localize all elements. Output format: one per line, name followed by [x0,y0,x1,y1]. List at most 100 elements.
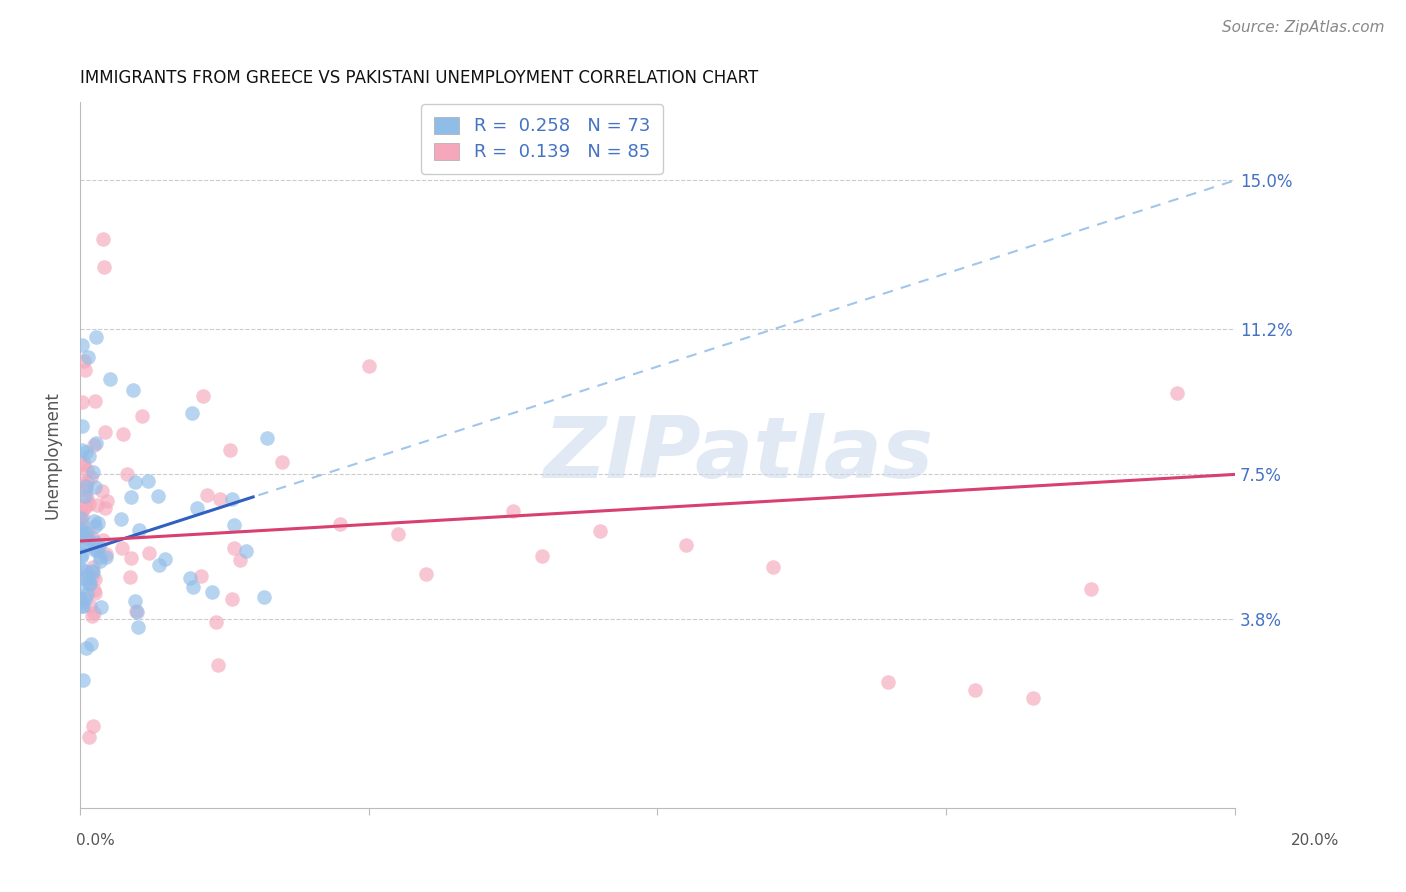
Point [209,492,232,507]
Point [86,542,108,557]
Point [73,457,96,471]
Point [75,641,97,656]
Point [82,719,104,733]
Point [138,474,160,488]
Point [82,466,104,480]
Point [89,554,111,568]
Point [70,592,93,607]
Point [72,673,94,687]
Point [76,526,98,541]
Point [70,419,93,434]
Point [1080,582,1102,596]
Point [530,549,553,564]
Point [387,526,409,541]
Point [80,564,103,578]
Point [79,730,101,744]
Point [75,499,97,513]
Point [357,359,380,373]
Point [76,586,98,600]
Point [73,490,96,504]
Text: ZIPatlas: ZIPatlas [543,413,934,496]
Point [75,445,97,459]
Point [84,542,107,557]
Point [96,494,118,508]
Point [235,544,257,558]
Point [219,442,242,457]
Point [128,523,150,537]
Point [207,657,229,672]
Point [72,599,94,613]
Point [72,442,94,457]
Point [73,571,96,585]
Point [120,550,142,565]
Point [186,501,208,516]
Point [70,599,93,613]
Point [204,615,226,629]
Point [70,550,93,565]
Point [75,567,97,582]
Point [80,637,103,651]
Point [83,394,105,409]
Point [70,505,93,519]
Text: IMMIGRANTS FROM GREECE VS PAKISTANI UNEMPLOYMENT CORRELATION CHART: IMMIGRANTS FROM GREECE VS PAKISTANI UNEM… [80,69,758,87]
Y-axis label: Unemployment: Unemployment [44,391,60,519]
Point [146,489,169,503]
Point [72,338,94,352]
Point [77,571,100,585]
Point [120,490,142,504]
Point [75,479,97,493]
Text: 0.0%: 0.0% [76,833,115,847]
Point [127,620,149,634]
Point [415,566,437,581]
Point [94,550,117,565]
Point [83,606,105,620]
Point [75,363,97,377]
Point [762,560,785,574]
Point [75,526,97,541]
Point [82,609,104,624]
Point [69,561,91,575]
Point [83,534,105,549]
Point [70,395,93,409]
Point [70,521,93,535]
Point [1166,386,1188,401]
Point [69,511,91,525]
Point [98,372,121,386]
Point [84,519,107,533]
Point [76,491,98,505]
Point [83,480,105,494]
Point [80,470,103,484]
Point [70,528,93,542]
Point [502,504,524,518]
Point [73,501,96,516]
Point [179,571,201,585]
Text: Source: ZipAtlas.com: Source: ZipAtlas.com [1222,20,1385,35]
Point [110,512,132,526]
Point [222,517,245,532]
Point [70,475,93,490]
Point [221,591,243,606]
Point [118,570,141,584]
Point [75,483,97,497]
Point [224,541,246,555]
Point [79,576,101,591]
Point [73,353,96,368]
Point [76,350,98,364]
Point [181,580,204,594]
Point [148,558,170,572]
Point [70,509,93,524]
Point [125,604,148,618]
Point [877,675,900,690]
Point [221,492,243,507]
Point [138,546,160,560]
Point [121,383,143,397]
Point [195,488,218,502]
Point [76,532,98,546]
Point [131,409,153,423]
Point [87,516,110,531]
Point [84,541,107,555]
Point [72,525,94,540]
Point [83,572,105,586]
Point [70,516,93,530]
Point [86,498,108,512]
